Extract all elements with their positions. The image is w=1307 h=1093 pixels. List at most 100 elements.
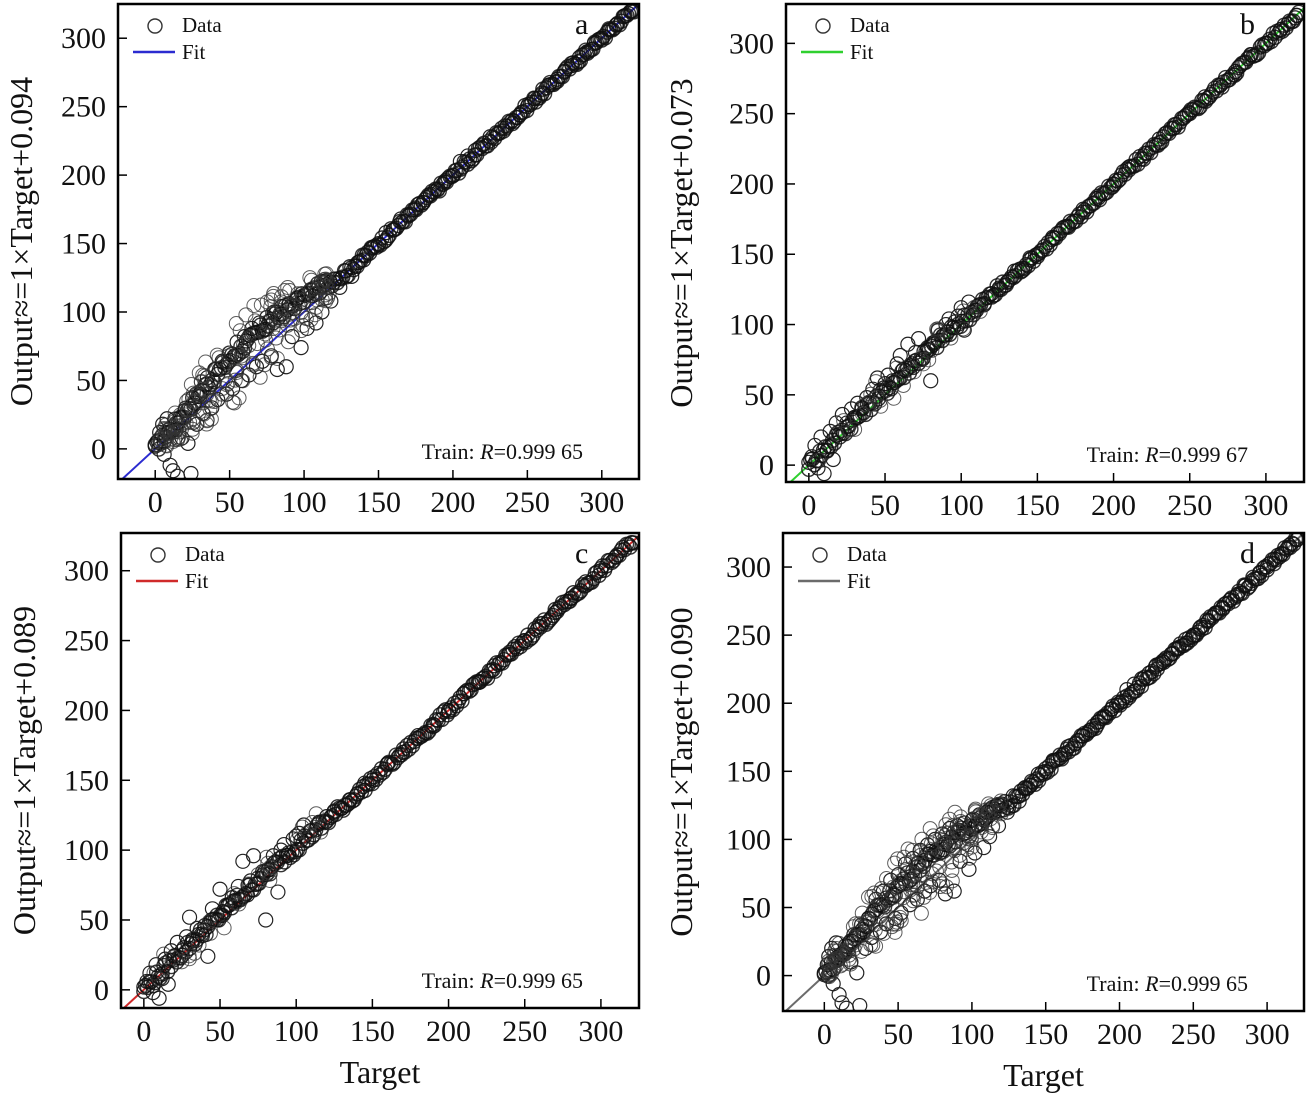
data-point [1146,665,1162,682]
data-point [265,288,281,304]
data-point [179,393,195,409]
data-point [507,638,523,655]
y-tick-label: 250 [729,98,774,131]
data-point [985,818,1001,834]
data-point [928,863,944,879]
data-point [905,893,921,909]
data-point [220,376,236,392]
panel-letter: a [575,8,588,41]
data-point [193,374,209,390]
x-tick-label: 100 [949,1018,994,1051]
train-prefix: Train: [1087,442,1145,467]
train-r-annotation: Train: R=0.999 65 [422,968,583,993]
data-point [185,411,201,427]
data-point [944,854,960,870]
data-point [868,938,884,954]
legend-data-marker [150,547,166,563]
data-point [285,297,301,313]
y-tick-label: 100 [726,823,771,856]
data-point [946,839,962,855]
data-point [151,990,167,1006]
data-point [905,887,921,903]
data-point [229,346,245,362]
x-axis-title: Target [340,1054,421,1090]
data-point [314,275,330,291]
r-symbol: R [1144,971,1159,996]
data-point [852,916,868,932]
data-point [210,392,226,408]
data-point [211,350,227,366]
data-point [191,937,207,953]
data-point [531,90,547,106]
x-tick-label: 50 [870,489,900,522]
legend: Data Fit [801,13,890,64]
data-point [259,341,275,357]
train-prefix: Train: [422,968,480,993]
data-point [944,862,960,878]
plot-area [788,4,1304,482]
r-value: =0.999 65 [494,968,583,993]
x-axis-title: Target [1003,1057,1084,1093]
data-point [890,851,906,867]
data-point [247,313,263,329]
data-point [974,811,990,827]
data-point [987,287,1004,303]
data-point [286,847,302,863]
r-value: =0.999 67 [1159,442,1248,467]
data-point [258,332,274,348]
data-point [1291,4,1304,20]
r-value: =0.999 65 [1159,971,1248,996]
data-point [461,151,478,167]
x-tick-label: 50 [215,486,245,519]
y-tick-label: 250 [726,619,771,652]
data-point [303,312,319,328]
data-point [913,352,929,368]
y-tick-label: 0 [94,974,109,1007]
panel-a: 0 50 100 150 200 250 300 0 50 100 150 200 250 300 Data… [3,2,641,519]
data-point [826,947,842,963]
data-point [1020,258,1036,274]
data-point [1053,222,1069,239]
data-point [240,876,256,892]
data-point [898,362,914,379]
data-point [964,839,980,855]
legend-data-label: Data [850,13,890,37]
data-point [370,765,386,782]
panel-letter: b [1240,8,1255,41]
data-point [202,925,218,941]
data-point [273,289,289,305]
legend-fit-label: Fit [182,40,206,64]
data-point [269,351,285,367]
panel-c: 0 50 100 150 200 250 300 0 50 100 150 200 250 300 Data… [6,531,641,1090]
x-tick-label: 50 [205,1015,235,1048]
y-tick-label: 50 [79,904,109,937]
data-point [1071,206,1088,222]
data-point [235,337,251,353]
data-point [852,997,868,1011]
data-point [258,912,274,928]
data-point [974,819,990,835]
data-point [619,7,635,24]
data-point [248,359,265,375]
data-point [989,800,1005,816]
data-point [855,926,871,942]
data-point [195,367,211,383]
data-point [261,864,277,880]
data-point [889,360,905,376]
data-point [560,59,576,75]
data-point [922,878,939,894]
data-point [626,535,639,551]
data-point [212,881,228,897]
data-point [848,916,864,932]
y-tick-label: 300 [61,22,106,55]
data-point [136,983,152,1000]
data-point [302,270,318,286]
data-point [181,391,197,407]
train-r-annotation: Train: R=0.999 67 [1087,442,1248,467]
x-tick-label: 150 [1015,489,1060,522]
data-point [858,396,874,412]
y-axis-title: Output≈=1×Target+0.090 [663,607,699,936]
data-point [278,359,294,375]
data-point [908,856,924,872]
